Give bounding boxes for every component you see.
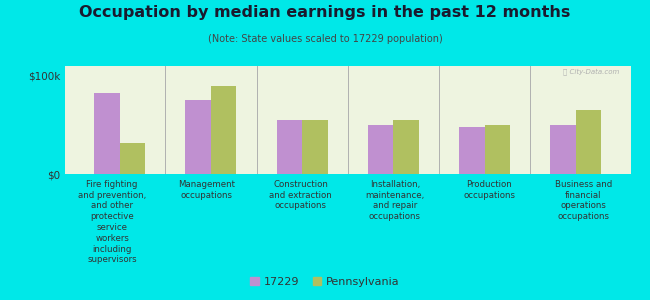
Text: Fire fighting
and prevention,
and other
protective
service
workers
including
sup: Fire fighting and prevention, and other … [78,180,146,264]
Bar [120,142,145,174]
Bar [393,120,419,174]
Bar [302,120,328,174]
Bar [185,100,211,174]
Bar [211,85,237,174]
Bar [94,94,120,174]
Text: Business and
financial
operations
occupations: Business and financial operations occupa… [554,180,612,221]
Text: Construction
and extraction
occupations: Construction and extraction occupations [269,180,332,211]
Text: (Note: State values scaled to 17229 population): (Note: State values scaled to 17229 popu… [207,34,443,44]
Bar [368,125,393,174]
Text: Occupation by median earnings in the past 12 months: Occupation by median earnings in the pas… [79,4,571,20]
Bar [484,125,510,174]
Bar [551,125,576,174]
Text: Production
occupations: Production occupations [463,180,515,200]
Bar [277,120,302,174]
Text: Management
occupations: Management occupations [178,180,235,200]
Bar [576,110,601,174]
Legend: 17229, Pennsylvania: 17229, Pennsylvania [246,272,404,291]
Bar [459,127,484,174]
Text: Installation,
maintenance,
and repair
occupations: Installation, maintenance, and repair oc… [365,180,424,221]
Text: Ⓡ City-Data.com: Ⓡ City-Data.com [563,68,619,75]
